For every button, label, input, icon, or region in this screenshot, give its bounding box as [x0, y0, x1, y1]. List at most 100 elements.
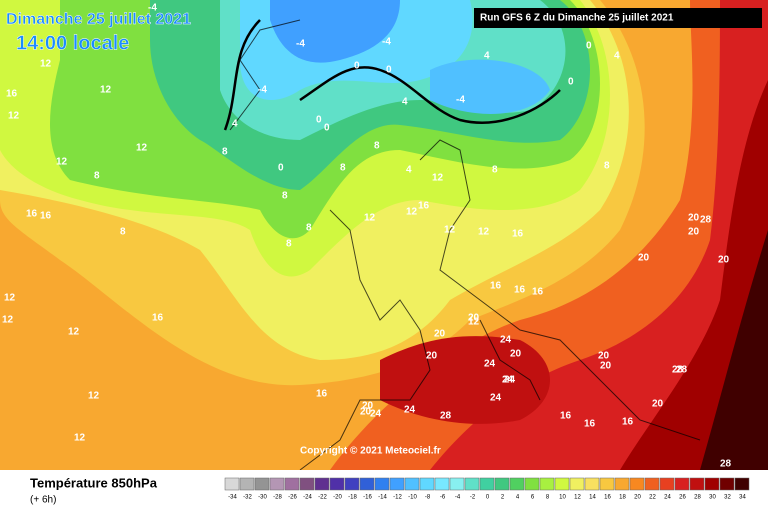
footer-subtitle: (+ 6h)	[30, 495, 56, 506]
scale-label: 34	[739, 495, 746, 501]
contour-label: 24	[502, 375, 514, 386]
scale-label: 4	[516, 495, 520, 501]
scale-label: -12	[393, 495, 402, 501]
scale-label: 20	[634, 495, 641, 501]
scale-label: -32	[243, 495, 252, 501]
contour-label: -4	[296, 39, 305, 50]
contour-label: 12	[68, 327, 80, 338]
scale-swatch	[689, 477, 705, 491]
contour-label: 12	[468, 317, 480, 328]
contour-label: 12	[56, 157, 68, 168]
contour-label: 24	[370, 409, 382, 420]
contour-label: 12	[74, 433, 86, 444]
contour-label: 20	[638, 253, 650, 264]
scale-swatch	[359, 477, 375, 491]
contour-label: 0	[278, 163, 284, 174]
contour-label: 12	[40, 59, 52, 70]
contour-label: 28	[700, 215, 712, 226]
scale-label: 14	[589, 495, 596, 501]
contour-label: -4	[258, 85, 267, 96]
contour-label: 16	[490, 281, 502, 292]
scale-label: 24	[664, 495, 671, 501]
scale-label: 30	[709, 495, 716, 501]
scale-swatch	[569, 477, 585, 491]
scale-label: 28	[694, 495, 701, 501]
scale-label: 22	[649, 495, 656, 501]
contour-label: 20	[688, 213, 700, 224]
contour-label: 24	[504, 375, 516, 386]
contour-label: 0	[316, 115, 322, 126]
scale-swatch	[374, 477, 390, 491]
scale-swatch	[284, 477, 300, 491]
contour-label: 0	[386, 65, 392, 76]
contour-label: 8	[306, 223, 312, 234]
scale-label: 32	[724, 495, 731, 501]
scale-swatch	[389, 477, 405, 491]
contour-label: 20	[362, 401, 374, 412]
contour-label: 12	[2, 315, 14, 326]
contour-label: 8	[604, 161, 610, 172]
scale-label: -18	[348, 495, 357, 501]
scale-swatch	[449, 477, 465, 491]
scale-swatch	[554, 477, 570, 491]
scale-label: -10	[408, 495, 417, 501]
copyright: Copyright © 2021 Meteociel.fr	[300, 446, 441, 457]
scale-swatch	[659, 477, 675, 491]
contour-label: 12	[88, 391, 100, 402]
scale-label: -30	[258, 495, 267, 501]
contour-label: 20	[688, 227, 700, 238]
scale-swatch	[584, 477, 600, 491]
contour-label: 16	[6, 89, 18, 100]
scale-label: -2	[470, 495, 476, 501]
scale-label: -14	[378, 495, 387, 501]
contour-label: 16	[26, 209, 38, 220]
scale-label: -28	[273, 495, 282, 501]
contour-label: 8	[374, 141, 380, 152]
map-field	[0, 0, 768, 470]
contour-label: 16	[512, 229, 524, 240]
contour-label: 0	[586, 41, 592, 52]
scale-swatch	[734, 477, 750, 491]
contour-label: 20	[598, 351, 610, 362]
scale-swatch	[239, 477, 255, 491]
scale-label: -6	[440, 495, 446, 501]
scale-swatch	[524, 477, 540, 491]
scale-label: 10	[559, 495, 566, 501]
contour-label: 28	[676, 365, 688, 376]
footer-background	[0, 470, 768, 512]
contour-label: 12	[8, 111, 20, 122]
scale-swatch	[314, 477, 330, 491]
contour-label: 16	[316, 389, 328, 400]
contour-label: 8	[492, 165, 498, 176]
scale-swatch	[254, 477, 270, 491]
contour-label: 24	[484, 359, 496, 370]
scale-label: -26	[288, 495, 297, 501]
contour-label: 28	[720, 459, 732, 470]
contour-label: 20	[426, 351, 438, 362]
date-label: Dimanche 25 juillet 2021	[6, 11, 191, 28]
contour-label: 12	[432, 173, 444, 184]
scale-swatch	[644, 477, 660, 491]
scale-swatch	[419, 477, 435, 491]
run-label: Run GFS 6 Z du Dimanche 25 juillet 2021	[480, 13, 674, 24]
scale-label: 26	[679, 495, 686, 501]
contour-label: 12	[364, 213, 376, 224]
contour-label: 24	[404, 405, 416, 416]
scale-label: 6	[531, 495, 535, 501]
contour-label: 12	[136, 143, 148, 154]
contour-label: 12	[100, 85, 112, 96]
scale-swatch	[599, 477, 615, 491]
scale-swatch	[224, 477, 240, 491]
contour-label: 0	[354, 61, 360, 72]
scale-label: 12	[574, 495, 581, 501]
contour-label: 12	[478, 227, 490, 238]
scale-swatch	[479, 477, 495, 491]
contour-label: -4	[382, 37, 391, 48]
scale-swatch	[434, 477, 450, 491]
contour-label: 24	[500, 335, 512, 346]
coastlines	[229, 19, 701, 471]
scale-label: 16	[604, 495, 611, 501]
contour-label: -4	[456, 95, 465, 106]
scale-label: -4	[455, 495, 461, 501]
